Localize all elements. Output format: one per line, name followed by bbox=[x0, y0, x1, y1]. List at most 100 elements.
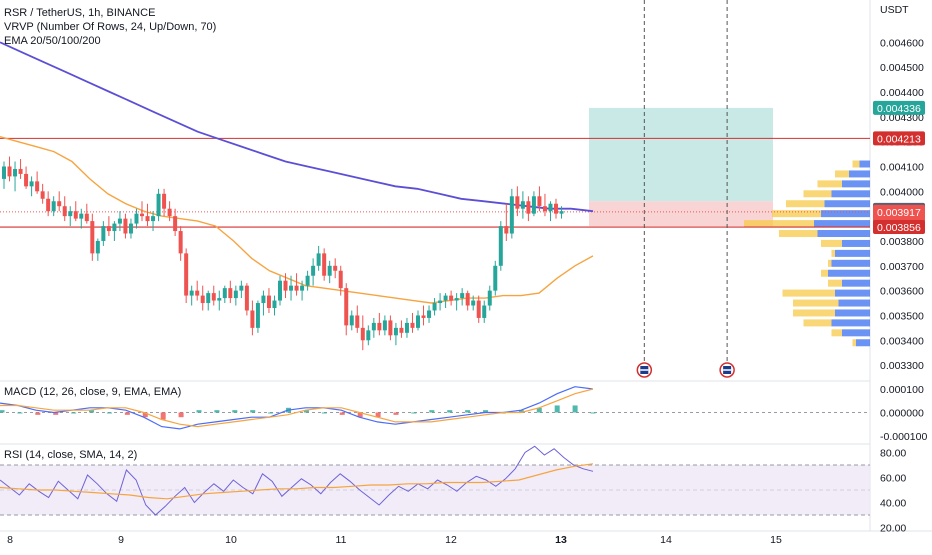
candle bbox=[189, 285, 194, 306]
volume-profile-bar bbox=[779, 230, 818, 238]
macd-legend[interactable]: MACD (12, 26, close, 9, EMA, EMA) bbox=[4, 386, 182, 398]
candle bbox=[84, 203, 89, 224]
candle-body bbox=[504, 226, 509, 234]
macd-histogram-bar bbox=[321, 412, 327, 414]
candle bbox=[360, 315, 365, 351]
rsi-tick-label: 80.00 bbox=[880, 448, 906, 460]
rsi-tick-label: 20.00 bbox=[880, 523, 906, 535]
candle bbox=[487, 285, 492, 311]
candle-body bbox=[156, 193, 161, 217]
macd-histogram-bar bbox=[214, 410, 220, 413]
candle bbox=[454, 293, 459, 311]
candle bbox=[327, 260, 332, 284]
candle-body bbox=[211, 293, 216, 301]
macd-histogram-bar bbox=[196, 410, 202, 413]
candle bbox=[548, 201, 553, 222]
volume-profile-bar bbox=[821, 269, 828, 277]
candle bbox=[178, 226, 183, 261]
candle bbox=[515, 186, 520, 217]
candle-body bbox=[509, 196, 514, 234]
candle-body bbox=[382, 320, 387, 331]
price-tick-label: 0.003300 bbox=[880, 360, 924, 372]
candle bbox=[493, 260, 498, 296]
volume-profile-bar bbox=[821, 239, 842, 247]
candle bbox=[465, 290, 470, 311]
candle bbox=[106, 216, 111, 236]
candle-body bbox=[366, 330, 371, 341]
candle-body bbox=[112, 223, 117, 232]
price-tick-label: 0.004400 bbox=[880, 87, 924, 99]
volume-profile-bar bbox=[849, 170, 870, 178]
candle-body bbox=[333, 265, 338, 271]
candle bbox=[283, 273, 288, 299]
candle bbox=[46, 191, 51, 217]
macd-histogram-bar bbox=[411, 412, 417, 414]
candle-body bbox=[410, 322, 415, 328]
candle-body bbox=[471, 300, 476, 306]
macd-histogram-bar bbox=[429, 410, 435, 413]
macd-histogram-bar bbox=[250, 410, 256, 413]
candle-body bbox=[101, 226, 106, 241]
candle bbox=[40, 183, 45, 204]
candle bbox=[410, 312, 415, 333]
candle-body bbox=[68, 211, 73, 217]
vrvp-legend[interactable]: VRVP (Number Of Rows, 24, Up/Down, 70) bbox=[4, 21, 217, 33]
macd-histogram-bar bbox=[465, 410, 471, 413]
volume-profile-bar bbox=[859, 160, 870, 168]
candle bbox=[151, 211, 156, 232]
candle bbox=[344, 283, 349, 336]
macd-histogram-bar bbox=[71, 412, 77, 414]
rsi-tick-label: 40.00 bbox=[880, 498, 906, 510]
symbol-legend[interactable]: RSR / TetherUS, 1h, BINANCE bbox=[4, 7, 156, 19]
ema-legend[interactable]: EMA 20/50/100/200 bbox=[4, 35, 101, 47]
candle bbox=[51, 196, 56, 217]
candle bbox=[333, 258, 338, 279]
candle-body bbox=[173, 216, 178, 232]
candle-body bbox=[537, 196, 542, 207]
macd-histogram-bar bbox=[160, 412, 166, 420]
macd-histogram-bar bbox=[590, 412, 596, 414]
volume-profile-bar bbox=[786, 200, 825, 208]
rsi-legend[interactable]: RSI (14, close, SMA, 14, 2) bbox=[4, 449, 138, 461]
candle bbox=[520, 191, 525, 219]
target-price-tag-text: 0.004336 bbox=[877, 103, 921, 115]
candle bbox=[322, 248, 327, 281]
candle-body bbox=[90, 221, 95, 254]
candle bbox=[233, 285, 238, 306]
volume-profile-bar bbox=[842, 180, 870, 188]
candle bbox=[311, 258, 316, 286]
candle bbox=[399, 320, 404, 338]
price-tick-label: 0.003700 bbox=[880, 261, 924, 273]
candle bbox=[526, 196, 531, 222]
time-tick-label: 9 bbox=[118, 534, 124, 546]
candle-body bbox=[421, 315, 426, 318]
candles-group bbox=[2, 156, 564, 351]
support-price-tag bbox=[873, 220, 925, 235]
candle bbox=[471, 295, 476, 311]
macd-histogram-bar bbox=[0, 410, 5, 413]
candle-body bbox=[73, 211, 78, 219]
candle bbox=[482, 300, 487, 323]
candle-body bbox=[520, 201, 525, 209]
candle bbox=[222, 285, 227, 304]
candle-body bbox=[449, 295, 454, 301]
candle bbox=[24, 166, 29, 189]
volume-profile-bar bbox=[831, 249, 835, 257]
candle-body bbox=[95, 240, 100, 254]
candle bbox=[542, 193, 547, 217]
candle-body bbox=[460, 293, 465, 299]
macd-histogram-bar bbox=[572, 405, 578, 413]
candle bbox=[217, 290, 222, 311]
candle-body bbox=[2, 166, 6, 179]
candle-body bbox=[272, 300, 277, 308]
candle bbox=[167, 201, 172, 222]
volume-profile-bar bbox=[828, 269, 870, 277]
macd-histogram-bar bbox=[89, 410, 95, 413]
price-tick-label: 0.004600 bbox=[880, 37, 924, 49]
candle bbox=[211, 285, 216, 306]
macd-histogram-bar bbox=[142, 412, 148, 418]
time-tick-label: 13 bbox=[555, 534, 567, 546]
time-tick-label: 8 bbox=[7, 534, 13, 546]
